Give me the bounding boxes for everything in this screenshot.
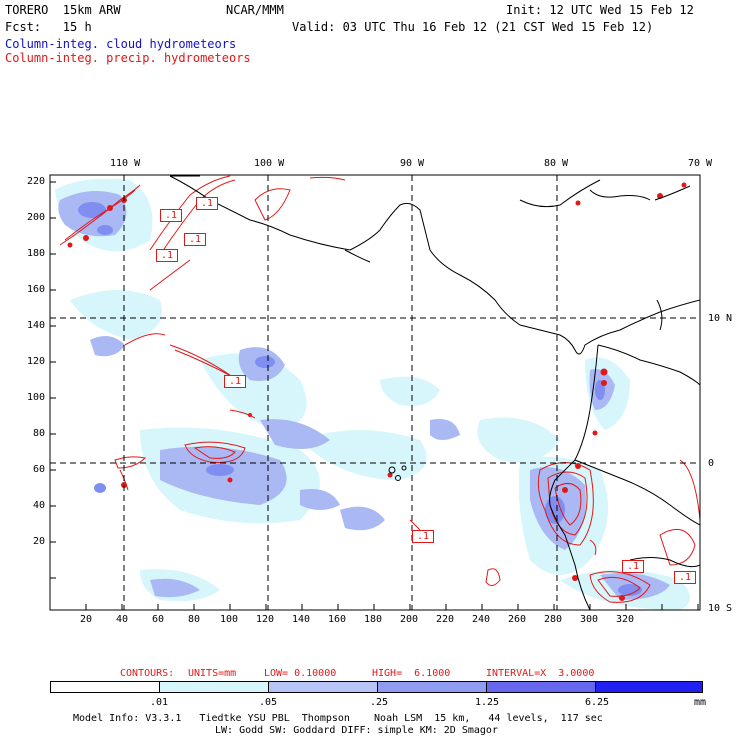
contour-label: .1 [160,209,183,222]
model-info-line1: Model Info: V3.3.1 Tiedtke YSU PBL Thomp… [73,713,603,724]
cloud-shading-dark [78,202,642,596]
y-tick-label: 220 [27,176,46,187]
contours-info-label: CONTOURS: [120,668,175,679]
colorbar-unit: mm [694,697,707,708]
x-tick-label: 20 [80,614,93,625]
contour-label: .1 [412,530,435,543]
galapagos-islands [388,465,407,481]
x-tick-label: 100 [220,614,239,625]
colorbar-tick: .05 [259,697,278,708]
org-label: NCAR/MMM [226,3,284,17]
x-tick-label: 180 [364,614,383,625]
contours-info-low: LOW= 0.10000 [264,668,337,679]
x-tick-label: 120 [256,614,275,625]
colorbar-tick: 1.25 [475,697,500,708]
lon-label: 80 W [544,158,569,169]
forecast-hour: Fcst: 15 h [5,20,92,34]
x-tick-label: 240 [472,614,491,625]
y-tick-label: 40 [33,500,46,511]
contours-info-interval: INTERVAL=X 3.0000 [486,668,595,679]
y-tick-label: 140 [27,320,46,331]
lon-label: 90 W [400,158,425,169]
valid-time: Valid: 03 UTC Thu 16 Feb 12 (21 CST Wed … [292,20,654,34]
y-tick-label: 20 [33,536,46,547]
model-title: TORERO 15km ARW [5,3,121,17]
contour-label: .1 [156,249,179,262]
field-cloud-label: Column-integ. cloud hydrometeors [5,37,237,51]
precip-maxima [67,182,687,601]
y-tick-label: 80 [33,428,46,439]
coastlines [169,175,700,610]
colorbar-tick: .25 [370,697,389,708]
lon-label: 100 W [254,158,285,169]
map-frame [49,174,701,611]
axis-ticks [50,181,699,610]
contour-label: .1 [196,197,219,210]
lat-label: 10 N [708,313,733,324]
x-tick-label: 60 [152,614,165,625]
contour-label: .1 [184,233,207,246]
x-tick-label: 140 [292,614,311,625]
colorbar-segment [159,681,269,693]
lat-label: 10 S [708,603,733,614]
model-info-line2: LW: Godd SW: Goddard DIFF: simple KM: 2D… [215,725,498,736]
x-tick-label: 200 [400,614,419,625]
x-tick-label: 260 [508,614,527,625]
contour-label: .1 [674,571,697,584]
contours-info-high: HIGH= 6.1000 [372,668,451,679]
map-plot [50,175,700,610]
contour-label: .1 [622,560,645,573]
lat-label: 0 [708,458,715,469]
colorbar-tick: 6.25 [585,697,610,708]
lon-label: 110 W [110,158,141,169]
y-tick-label: 100 [27,392,46,403]
x-tick-label: 280 [544,614,563,625]
y-tick-label: 120 [27,356,46,367]
y-tick-label: 160 [27,284,46,295]
contours-info-units: UNITS=mm [188,668,237,679]
x-tick-label: 300 [580,614,599,625]
y-tick-label: 60 [33,464,46,475]
y-tick-label: 180 [27,248,46,259]
x-tick-label: 160 [328,614,347,625]
colorbar-tick: .01 [150,697,169,708]
x-tick-label: 40 [116,614,129,625]
colorbar-segment [595,681,703,693]
field-precip-label: Column-integ. precip. hydrometeors [5,51,251,65]
colorbar-segment [268,681,378,693]
lon-label: 70 W [688,158,713,169]
colorbar-segment [377,681,487,693]
colorbar-segment [50,681,160,693]
init-time: Init: 12 UTC Wed 15 Feb 12 [506,3,694,17]
x-tick-label: 80 [188,614,201,625]
contour-label: .1 [224,375,247,388]
x-tick-label: 320 [616,614,635,625]
x-tick-label: 220 [436,614,455,625]
colorbar-segment [486,681,596,693]
y-tick-label: 200 [27,212,46,223]
